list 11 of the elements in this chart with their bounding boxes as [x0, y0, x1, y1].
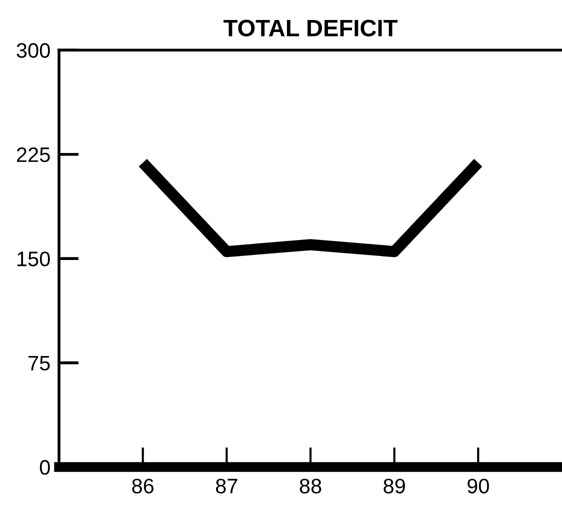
x-tick-label: 89: [384, 478, 405, 494]
chart-title: TOTAL DEFICIT: [224, 20, 398, 36]
y-tick-label: 300: [16, 43, 50, 58]
y-tick-label: 0: [40, 460, 50, 475]
x-tick-label: 88: [300, 478, 322, 494]
y-tick-label: 75: [28, 356, 50, 371]
x-tick-label: 90: [468, 478, 489, 494]
y-tick-label: 150: [18, 252, 50, 266]
y-tick-label: 225: [16, 147, 50, 162]
x-tick-label: 87: [216, 478, 238, 494]
x-tick-label: 86: [132, 478, 154, 494]
